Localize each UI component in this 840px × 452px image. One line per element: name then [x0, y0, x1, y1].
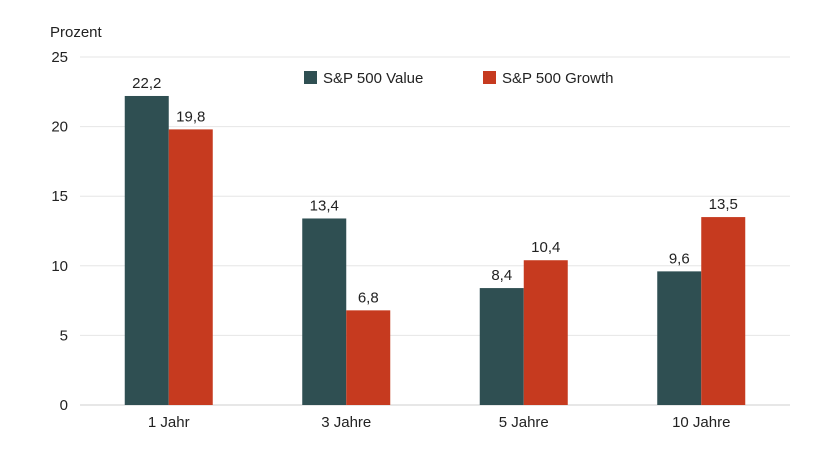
- y-axis-ticks: 0 5 10 15 20 25: [51, 49, 68, 414]
- y-tick-label: 25: [51, 49, 68, 66]
- x-tick-label: 10 Jahre: [672, 414, 730, 431]
- bars: [124, 95, 746, 405]
- bar: [168, 129, 213, 405]
- data-label: 13,4: [310, 197, 339, 214]
- bar: [124, 95, 169, 405]
- y-tick-label: 0: [60, 397, 68, 414]
- x-tick-label: 3 Jahre: [321, 414, 371, 431]
- bar: [346, 310, 391, 405]
- data-label: 22,2: [132, 75, 161, 92]
- y-axis-label: Prozent: [50, 24, 103, 41]
- y-tick-label: 15: [51, 188, 68, 205]
- bar: [479, 288, 524, 405]
- legend-swatch-value: [304, 71, 317, 84]
- data-label: 6,8: [358, 289, 379, 306]
- data-label: 13,5: [709, 196, 738, 213]
- legend-label-value: S&P 500 Value: [323, 70, 423, 87]
- legend-swatch-growth: [483, 71, 496, 84]
- bar: [523, 260, 568, 405]
- x-axis-ticks: 1 Jahr 3 Jahre 5 Jahre 10 Jahre: [148, 414, 731, 431]
- data-label: 19,8: [176, 108, 205, 125]
- bar: [701, 217, 746, 405]
- x-tick-label: 5 Jahre: [499, 414, 549, 431]
- legend-label-growth: S&P 500 Growth: [502, 70, 613, 87]
- y-tick-label: 10: [51, 258, 68, 275]
- data-label: 10,4: [531, 239, 560, 256]
- data-label: 9,6: [669, 250, 690, 267]
- legend: S&P 500 Value S&P 500 Growth: [304, 70, 613, 87]
- bar: [302, 218, 347, 405]
- data-label: 8,4: [491, 267, 512, 284]
- y-tick-label: 20: [51, 119, 68, 136]
- data-labels: 22,2 19,8 13,4 6,8 8,4 10,4 9,6 13,5: [132, 75, 738, 306]
- bar: [657, 271, 702, 405]
- x-tick-label: 1 Jahr: [148, 414, 190, 431]
- y-tick-label: 5: [60, 327, 68, 344]
